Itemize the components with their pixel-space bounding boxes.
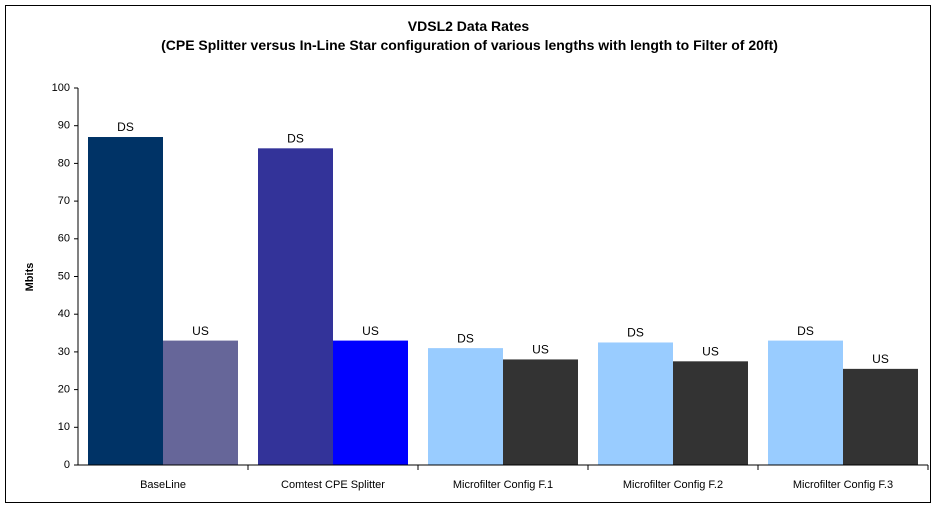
bar-label: DS [117, 120, 134, 134]
y-tick-label: 40 [58, 308, 70, 320]
bar [163, 340, 238, 465]
y-tick-label: 100 [52, 82, 70, 94]
bar [258, 148, 333, 465]
bar-label: US [362, 324, 379, 338]
bar-label: US [702, 344, 719, 358]
chart-title: VDSL2 Data Rates [407, 18, 530, 34]
bar-label: US [532, 343, 549, 357]
y-tick-label: 90 [58, 120, 70, 132]
y-tick-label: 70 [58, 195, 70, 207]
bar-label: US [872, 352, 889, 366]
bar [333, 340, 408, 465]
bar-label: DS [797, 324, 814, 338]
x-tick-label: BaseLine [140, 479, 186, 491]
x-tick-label: Microfilter Config F.2 [623, 479, 723, 491]
bar [768, 340, 843, 465]
bar [843, 368, 918, 465]
bar [428, 348, 503, 465]
bar [598, 342, 673, 465]
y-tick-label: 20 [58, 384, 70, 396]
bar-label: DS [287, 131, 304, 145]
y-tick-label: 80 [58, 157, 70, 169]
y-tick-label: 10 [58, 421, 70, 433]
y-tick-label: 50 [58, 270, 70, 282]
bar [673, 361, 748, 465]
y-tick-label: 30 [58, 346, 70, 358]
x-tick-label: Comtest CPE Splitter [281, 479, 385, 491]
y-tick-label: 60 [58, 233, 70, 245]
y-axis-title: Mbits [24, 263, 36, 292]
y-tick-label: 0 [64, 459, 70, 471]
x-tick-label: Microfilter Config F.1 [453, 479, 553, 491]
bar-label: DS [457, 331, 474, 345]
bar-label: US [192, 324, 209, 338]
chart-subtitle: (CPE Splitter versus In-Line Star config… [161, 37, 778, 53]
bar-label: DS [627, 326, 644, 340]
bar [88, 137, 163, 465]
x-tick-label: Microfilter Config F.3 [793, 479, 893, 491]
bar [503, 359, 578, 465]
